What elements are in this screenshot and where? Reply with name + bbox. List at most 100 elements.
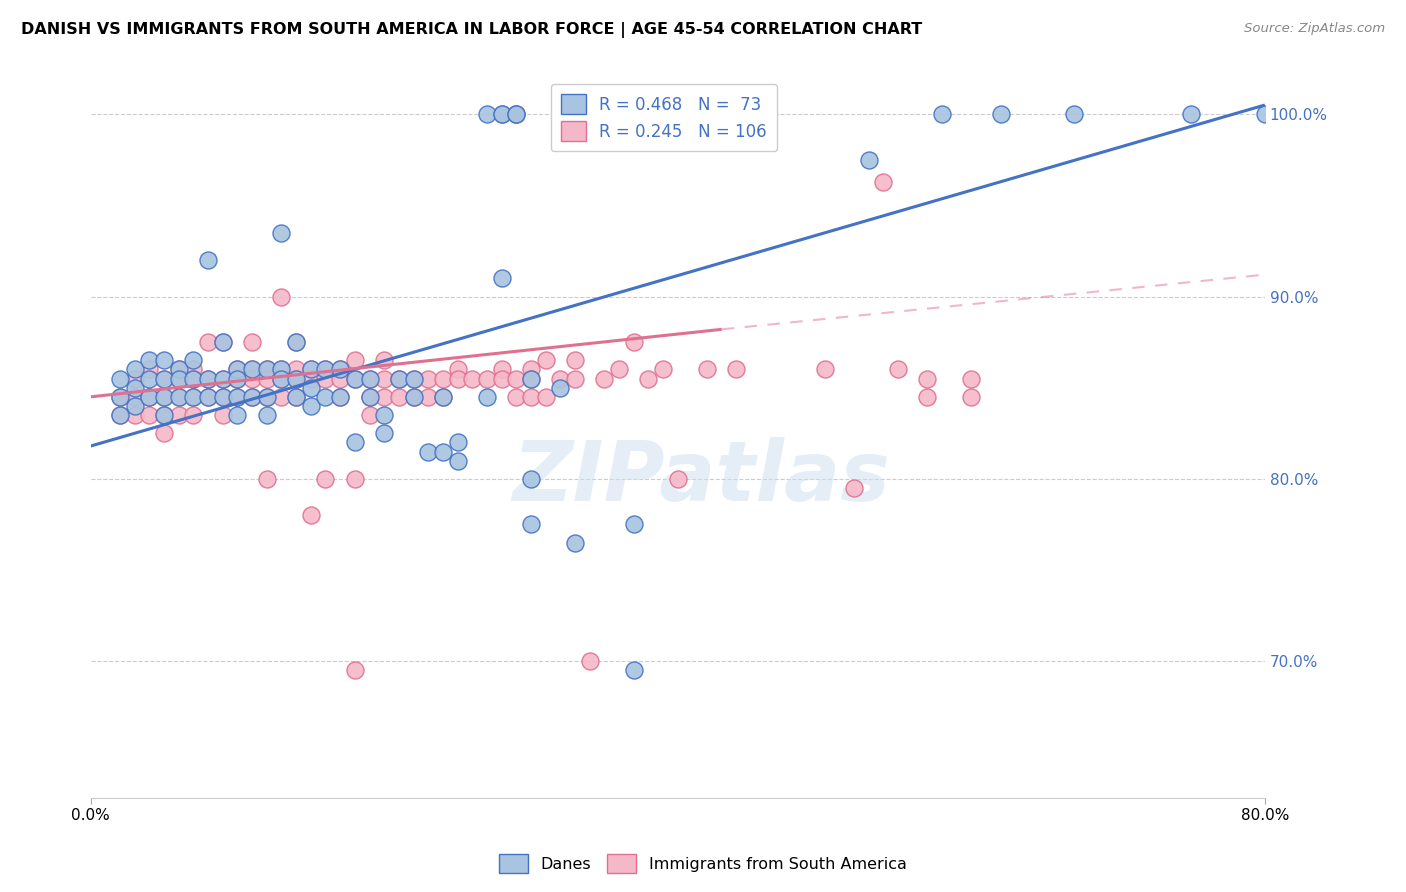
Point <box>299 362 322 376</box>
Point <box>226 362 249 376</box>
Point <box>343 371 366 385</box>
Point <box>858 153 880 167</box>
Point <box>607 362 630 376</box>
Point <box>373 390 395 404</box>
Point <box>256 362 278 376</box>
Point <box>226 362 249 376</box>
Point <box>226 390 249 404</box>
Point <box>299 371 322 385</box>
Point <box>211 371 233 385</box>
Point <box>299 362 322 376</box>
Point <box>534 353 557 368</box>
Point <box>446 362 468 376</box>
Point <box>446 435 468 450</box>
Point <box>167 371 190 385</box>
Point <box>285 390 308 404</box>
Point <box>167 390 190 404</box>
Point <box>285 362 308 376</box>
Point <box>197 390 219 404</box>
Point <box>520 517 543 532</box>
Point <box>108 371 131 385</box>
Point <box>256 371 278 385</box>
Point <box>418 371 440 385</box>
Point <box>211 390 233 404</box>
Point <box>343 472 366 486</box>
Point <box>314 390 336 404</box>
Point <box>226 371 249 385</box>
Point <box>211 371 233 385</box>
Point <box>153 408 176 422</box>
Point <box>108 390 131 404</box>
Point <box>314 362 336 376</box>
Legend: Danes, Immigrants from South America: Danes, Immigrants from South America <box>494 847 912 880</box>
Point <box>931 107 953 121</box>
Point <box>183 371 205 385</box>
Point <box>388 371 411 385</box>
Point <box>138 408 160 422</box>
Point <box>520 472 543 486</box>
Point <box>505 371 527 385</box>
Point <box>124 362 146 376</box>
Point <box>990 107 1012 121</box>
Point <box>299 508 322 523</box>
Point <box>138 353 160 368</box>
Point <box>505 107 527 121</box>
Point <box>1254 107 1277 121</box>
Point <box>108 408 131 422</box>
Point <box>314 472 336 486</box>
Point <box>270 362 292 376</box>
Point <box>491 107 513 121</box>
Point <box>373 371 395 385</box>
Point <box>491 362 513 376</box>
Point <box>491 371 513 385</box>
Point <box>432 371 454 385</box>
Point <box>299 381 322 395</box>
Point <box>446 453 468 467</box>
Point <box>343 371 366 385</box>
Point <box>314 362 336 376</box>
Point <box>359 371 381 385</box>
Point <box>197 371 219 385</box>
Point <box>623 517 645 532</box>
Point <box>329 362 352 376</box>
Point <box>197 253 219 268</box>
Point <box>329 390 352 404</box>
Point <box>402 371 425 385</box>
Point <box>359 408 381 422</box>
Point <box>373 426 395 441</box>
Point <box>270 226 292 240</box>
Point <box>183 408 205 422</box>
Point <box>520 371 543 385</box>
Point <box>359 390 381 404</box>
Point <box>373 353 395 368</box>
Point <box>725 362 748 376</box>
Point <box>564 353 586 368</box>
Point <box>578 654 600 668</box>
Point <box>520 371 543 385</box>
Point <box>167 362 190 376</box>
Point <box>270 371 292 385</box>
Point <box>167 408 190 422</box>
Point <box>564 371 586 385</box>
Point <box>432 444 454 458</box>
Point <box>550 371 572 385</box>
Point <box>226 408 249 422</box>
Point <box>183 362 205 376</box>
Point <box>240 390 263 404</box>
Point <box>167 362 190 376</box>
Point <box>183 390 205 404</box>
Point <box>813 362 835 376</box>
Point <box>256 408 278 422</box>
Point <box>153 353 176 368</box>
Point <box>402 371 425 385</box>
Point <box>197 335 219 350</box>
Point <box>153 390 176 404</box>
Point <box>418 390 440 404</box>
Point <box>666 472 689 486</box>
Point <box>183 390 205 404</box>
Point <box>402 390 425 404</box>
Point <box>637 371 659 385</box>
Point <box>153 426 176 441</box>
Point <box>593 371 616 385</box>
Point <box>520 390 543 404</box>
